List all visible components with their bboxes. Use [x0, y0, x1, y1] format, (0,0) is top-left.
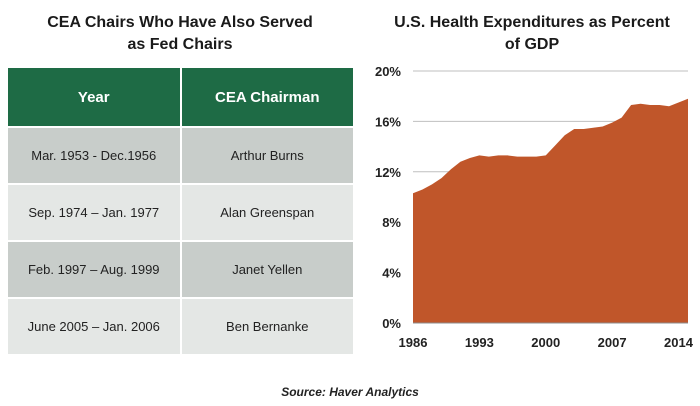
- header-year: Year: [8, 68, 182, 127]
- y-tick-label: 12%: [375, 165, 401, 180]
- table-header-row: Year CEA Chairman: [8, 68, 353, 127]
- cell-chairman: Ben Bernanke: [180, 297, 353, 354]
- table-title: CEA Chairs Who Have Also Served as Fed C…: [8, 12, 352, 56]
- table-title-line1: CEA Chairs Who Have Also Served: [47, 14, 313, 31]
- x-tick-label: 2000: [531, 335, 560, 350]
- table-title-line2: as Fed Chairs: [127, 36, 233, 53]
- cell-year: Sep. 1974 – Jan. 1977: [8, 183, 182, 241]
- chart-title-line2: of GDP: [504, 36, 560, 53]
- x-tick-label: 1986: [399, 335, 428, 350]
- chart-title: U.S. Health Expenditures as Percent of G…: [372, 12, 692, 56]
- cell-chairman: Alan Greenspan: [180, 183, 353, 241]
- cell-year: Mar. 1953 - Dec.1956: [8, 126, 182, 184]
- y-tick-label: 4%: [382, 266, 401, 281]
- y-tick-label: 0%: [382, 316, 401, 331]
- x-tick-label: 2007: [598, 335, 627, 350]
- header-cea-chairman: CEA Chairman: [180, 68, 353, 127]
- x-tick-label: 1993: [465, 335, 494, 350]
- cea-chairs-table: Year CEA Chairman Mar. 1953 - Dec.1956 A…: [8, 68, 353, 354]
- chart-title-line1: U.S. Health Expenditures as Percent: [394, 14, 670, 31]
- y-tick-label: 20%: [375, 64, 401, 79]
- cell-chairman: Arthur Burns: [180, 126, 353, 184]
- cell-chairman: Janet Yellen: [180, 240, 353, 298]
- y-tick-label: 8%: [382, 215, 401, 230]
- cell-year: Feb. 1997 – Aug. 1999: [8, 240, 182, 298]
- x-tick-label: 2014: [664, 335, 694, 350]
- table-row: Mar. 1953 - Dec.1956 Arthur Burns: [8, 126, 353, 184]
- table-row: June 2005 – Jan. 2006 Ben Bernanke: [8, 297, 353, 354]
- table-row: Sep. 1974 – Jan. 1977 Alan Greenspan: [8, 183, 353, 241]
- table-row: Feb. 1997 – Aug. 1999 Janet Yellen: [8, 240, 353, 298]
- cell-year: June 2005 – Jan. 2006: [8, 297, 182, 354]
- y-tick-label: 16%: [375, 114, 401, 129]
- area-series: [413, 98, 688, 323]
- source-note: Source: Haver Analytics: [281, 385, 419, 399]
